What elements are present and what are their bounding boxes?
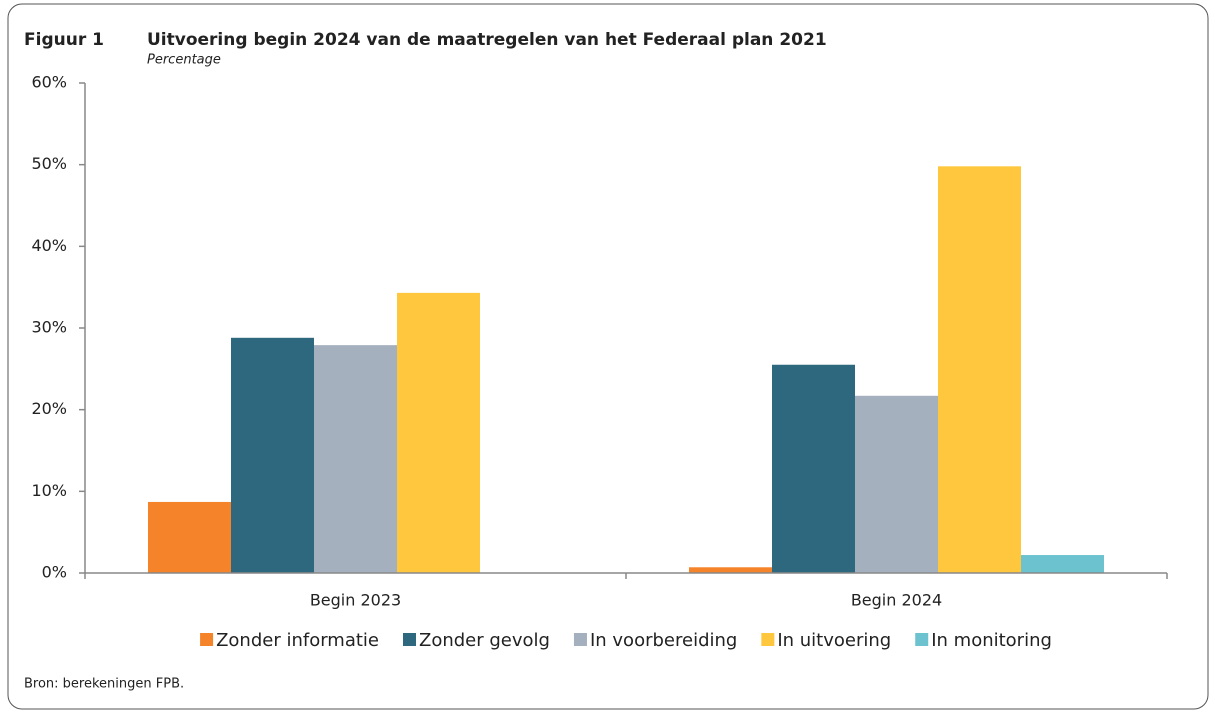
y-tick-label: 40% <box>31 236 67 255</box>
figure-label: Figuur 1 <box>24 30 104 50</box>
frame <box>7 3 1209 710</box>
bar <box>772 364 855 573</box>
y-tick-label: 60% <box>31 73 67 92</box>
y-tick-label: 0% <box>42 563 67 582</box>
legend-swatch <box>403 633 416 646</box>
y-tick-label: 30% <box>31 318 67 337</box>
bar <box>1021 555 1104 573</box>
legend-label: Zonder informatie <box>216 630 379 651</box>
legend-swatch <box>573 633 587 646</box>
legend-label: In monitoring <box>931 630 1052 651</box>
bar <box>148 501 231 573</box>
bar <box>314 345 397 573</box>
legend-label: In voorbereiding <box>590 630 737 651</box>
bar <box>855 395 938 573</box>
x-tick-label: Begin 2024 <box>851 591 942 610</box>
y-tick-label: 10% <box>31 481 67 500</box>
legend-swatch <box>915 633 929 646</box>
bar <box>689 567 772 573</box>
y-tick-label: 20% <box>31 399 67 418</box>
bar <box>231 337 314 573</box>
y-tick-label: 50% <box>31 154 67 173</box>
legend-swatch <box>761 633 775 646</box>
legend-label: In uitvoering <box>777 630 891 651</box>
x-tick-label: Begin 2023 <box>310 591 401 610</box>
chart-subtitle: Percentage <box>147 53 221 68</box>
bar <box>397 292 480 573</box>
legend-swatch <box>200 633 214 646</box>
legend-label: Zonder gevolg <box>419 630 550 651</box>
bar <box>938 166 1021 574</box>
source: Bron: berekeningen FPB. <box>24 677 184 692</box>
chart-title: Uitvoering begin 2024 van de maatregelen… <box>147 30 827 50</box>
